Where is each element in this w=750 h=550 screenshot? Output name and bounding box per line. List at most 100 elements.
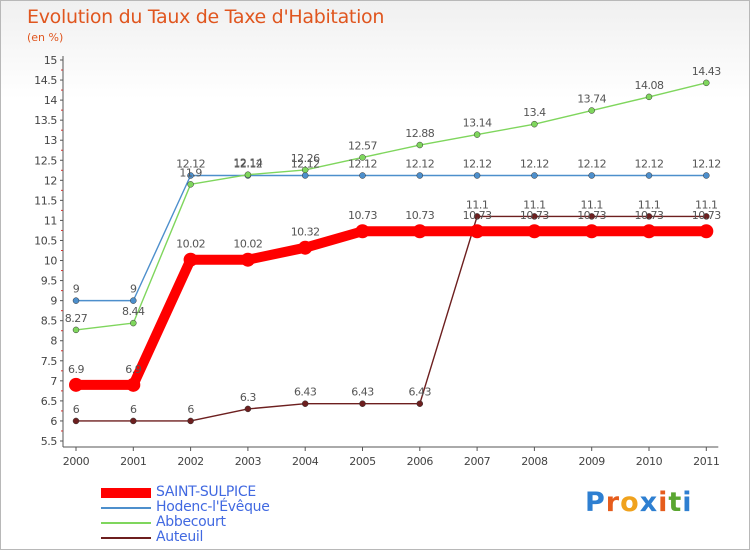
x-tick-label: 2010 xyxy=(636,455,663,468)
data-point-saint-sulpice xyxy=(642,224,656,239)
data-point-auteuil xyxy=(416,400,424,407)
data-label-abbecourt: 13.74 xyxy=(577,93,606,106)
data-point-abbecourt xyxy=(130,319,137,327)
data-label-auteuil: 11.1 xyxy=(466,198,489,211)
legend-label: Auteuil xyxy=(156,529,204,545)
logo-letter: i xyxy=(658,487,669,518)
data-point-abbecourt xyxy=(588,107,595,114)
data-point-abbecourt xyxy=(244,171,252,178)
series-line-hodenc-l-v-que xyxy=(75,174,707,302)
data-label-auteuil: 6 xyxy=(187,403,194,416)
data-point-hodenc-l-v-que xyxy=(473,172,481,179)
data-label-auteuil: 6.43 xyxy=(294,386,317,399)
x-tick-label: 2002 xyxy=(177,455,203,468)
data-label-abbecourt: 14.08 xyxy=(635,79,664,92)
y-tick-label: 14 xyxy=(44,94,58,107)
data-label-auteuil: 6.3 xyxy=(240,391,256,404)
y-tick-label: 12 xyxy=(44,174,57,187)
legend-item-abbecourt: Abbecourt xyxy=(101,515,270,530)
legend-item-saint-sulpice: SAINT-SULPICE xyxy=(101,485,270,500)
data-label-abbecourt: 12.57 xyxy=(348,139,377,152)
x-tick-label: 2006 xyxy=(407,455,434,468)
legend-swatch xyxy=(101,521,151,524)
y-tick-label: 9 xyxy=(50,295,57,308)
data-label-hodenc-l-v-que: 12.12 xyxy=(635,158,664,171)
data-point-abbecourt xyxy=(473,131,481,138)
y-tick-label: 11.5 xyxy=(34,194,57,207)
data-label-abbecourt: 14.43 xyxy=(692,65,721,78)
logo-letter: t xyxy=(668,487,683,518)
x-tick-label: 2008 xyxy=(521,455,548,468)
data-point-hodenc-l-v-que xyxy=(416,172,424,179)
data-label-hodenc-l-v-que: 12.12 xyxy=(520,158,549,171)
data-label-hodenc-l-v-que: 12.12 xyxy=(405,158,434,171)
legend-item-auteuil: Auteuil xyxy=(101,530,270,545)
data-label-auteuil: 11.1 xyxy=(580,198,603,211)
logo-letter: x xyxy=(639,487,659,518)
data-label-hodenc-l-v-que: 12.12 xyxy=(577,158,606,171)
data-point-hodenc-l-v-que xyxy=(301,172,309,179)
data-point-saint-sulpice xyxy=(240,252,255,267)
data-point-auteuil xyxy=(359,400,366,407)
y-tick-label: 9.5 xyxy=(41,275,58,288)
data-point-auteuil xyxy=(130,417,137,425)
data-label-abbecourt: 8.44 xyxy=(122,305,145,318)
data-label-auteuil: 6.43 xyxy=(409,386,432,399)
data-label-abbecourt: 11.9 xyxy=(179,166,202,179)
x-tick-label: 2001 xyxy=(120,455,146,468)
legend-swatch xyxy=(101,506,151,509)
data-label-auteuil: 6 xyxy=(73,403,80,416)
data-label-auteuil: 11.1 xyxy=(523,198,546,211)
data-point-hodenc-l-v-que xyxy=(588,172,595,179)
logo-letter: o xyxy=(620,487,640,518)
data-label-saint-sulpice: 10.73 xyxy=(463,209,492,222)
y-tick-label: 11 xyxy=(44,214,57,227)
data-point-saint-sulpice xyxy=(584,224,599,239)
chart-axes: 5.5 6 6.5 7 7.5 8 8.5 9 9.5 10 10.5 11 11.5 12 12.5 13 1… xyxy=(34,54,720,468)
y-tick-label: 6 xyxy=(50,415,57,428)
data-label-hodenc-l-v-que: 12.12 xyxy=(291,158,320,171)
data-point-hodenc-l-v-que xyxy=(130,297,137,304)
y-tick-label: 12.5 xyxy=(34,154,57,167)
data-point-saint-sulpice xyxy=(355,224,370,239)
data-label-hodenc-l-v-que: 12.12 xyxy=(463,158,492,171)
data-point-saint-sulpice xyxy=(298,240,313,255)
data-point-abbecourt xyxy=(416,141,424,149)
data-label-saint-sulpice: 6.9 xyxy=(68,363,84,376)
x-tick-label: 2007 xyxy=(464,455,491,468)
chart-legend: SAINT-SULPICE Hodenc-l'Évêque Abbecourt Aut… xyxy=(101,485,270,545)
chart-series xyxy=(69,79,714,425)
data-label-abbecourt: 12.26 xyxy=(291,152,320,165)
data-point-auteuil xyxy=(588,213,595,220)
data-point-auteuil xyxy=(703,213,710,220)
y-tick-label: 15 xyxy=(44,54,58,67)
data-label-abbecourt: 8.27 xyxy=(65,312,88,325)
y-tick-label: 6.5 xyxy=(41,395,58,408)
data-point-abbecourt xyxy=(531,120,538,128)
data-point-auteuil xyxy=(531,213,538,220)
proxiti-logo: Proxiti xyxy=(585,487,693,518)
data-point-hodenc-l-v-que xyxy=(359,172,366,179)
y-tick-label: 7 xyxy=(50,375,57,388)
data-point-saint-sulpice xyxy=(183,252,198,267)
data-label-abbecourt: 12.88 xyxy=(405,127,434,140)
data-point-auteuil xyxy=(244,405,252,413)
chart-subtitle: (en %) xyxy=(27,31,64,44)
data-point-hodenc-l-v-que xyxy=(703,172,710,179)
x-tick-label: 2005 xyxy=(349,455,376,468)
y-tick-label: 13 xyxy=(44,134,58,147)
data-point-hodenc-l-v-que xyxy=(531,172,538,179)
logo-letter: r xyxy=(605,487,621,518)
x-tick-label: 2003 xyxy=(235,455,262,468)
data-point-hodenc-l-v-que xyxy=(187,172,194,179)
data-point-auteuil xyxy=(301,400,309,407)
data-label-hodenc-l-v-que: 12.12 xyxy=(176,158,205,171)
chart-title: Evolution du Taux de Taxe d'Habitation xyxy=(27,6,385,28)
legend-swatch xyxy=(101,487,151,498)
data-label-auteuil: 6.43 xyxy=(351,386,374,399)
y-tick-label: 7.5 xyxy=(41,355,58,368)
legend-label: SAINT-SULPICE xyxy=(156,484,256,500)
data-point-saint-sulpice xyxy=(412,224,427,239)
data-point-abbecourt xyxy=(72,326,80,334)
y-tick-label: 13.5 xyxy=(34,114,57,127)
